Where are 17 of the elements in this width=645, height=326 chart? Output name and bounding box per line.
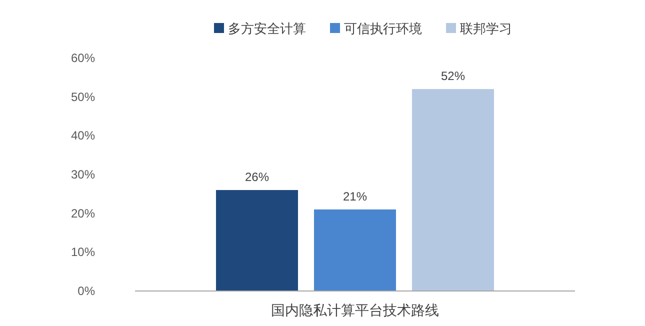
y-tick-label: 30% bbox=[70, 168, 96, 182]
bar bbox=[216, 190, 298, 291]
data-label: 26% bbox=[244, 170, 270, 184]
data-label: 21% bbox=[342, 189, 368, 204]
legend-label: 可信执行环境 bbox=[344, 21, 422, 36]
bar bbox=[412, 89, 494, 291]
legend-label: 联邦学习 bbox=[460, 21, 512, 36]
data-label: 52% bbox=[440, 69, 466, 84]
bar bbox=[314, 209, 396, 291]
y-tick-label: 60% bbox=[70, 51, 96, 65]
y-tick-label: 0% bbox=[78, 284, 96, 298]
y-tick-label: 40% bbox=[70, 128, 96, 143]
y-tick-label: 20% bbox=[70, 206, 96, 220]
x-tick-label: 国内隐私计算平台技术路线 bbox=[271, 303, 439, 319]
y-tick-label: 50% bbox=[70, 90, 96, 104]
legend-label: 多方安全计算 bbox=[228, 21, 306, 36]
y-tick-label: 10% bbox=[70, 245, 96, 260]
